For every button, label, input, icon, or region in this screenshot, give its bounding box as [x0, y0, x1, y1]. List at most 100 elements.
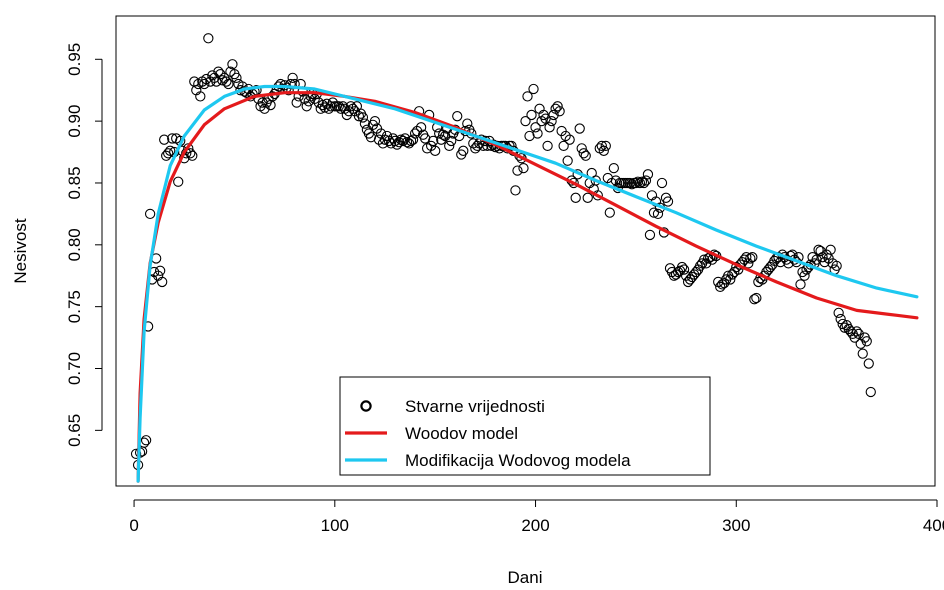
data-point: [741, 252, 752, 263]
data-point: [144, 208, 156, 220]
data-point: [582, 192, 593, 203]
data-point: [458, 145, 469, 156]
data-point: [749, 294, 760, 305]
y-tick-label: 0.85: [65, 166, 84, 199]
data-point: [676, 261, 688, 273]
data-point: [600, 140, 611, 152]
data-point: [652, 208, 664, 220]
data-point: [640, 175, 652, 186]
data-point: [592, 190, 603, 201]
model-lines: [136, 84, 919, 483]
series-line: [136, 84, 919, 483]
data-point: [596, 140, 607, 152]
data-point: [357, 112, 369, 123]
data-point: [839, 322, 850, 333]
data-point: [656, 177, 668, 189]
data-point: [709, 249, 720, 260]
x-tick-label: 0: [129, 516, 138, 535]
data-point: [446, 135, 457, 147]
data-point: [140, 435, 152, 446]
data-point: [359, 118, 371, 129]
data-point: [678, 264, 690, 275]
data-point: [857, 348, 868, 359]
data-point: [598, 145, 609, 156]
data-point: [195, 91, 206, 102]
series-line: [136, 91, 919, 483]
legend-box: [339, 376, 711, 476]
legend-label: Woodov model: [405, 424, 518, 443]
data-point: [558, 140, 569, 152]
legend-label: Stvarne vrijednosti: [405, 397, 545, 416]
y-tick-label: 0.75: [65, 290, 84, 323]
data-point: [428, 135, 439, 147]
data-point: [227, 59, 238, 70]
data-point: [578, 148, 589, 159]
data-point: [662, 196, 674, 207]
data-point: [223, 78, 234, 90]
data-point: [546, 115, 557, 127]
data-point: [544, 122, 555, 133]
data-point: [865, 386, 876, 398]
data-point: [173, 176, 184, 187]
data-point: [444, 140, 455, 152]
data-point: [155, 265, 166, 276]
data-point: [165, 145, 176, 156]
y-tick-label: 0.80: [65, 228, 84, 261]
data-point: [554, 106, 565, 117]
data-point: [159, 134, 170, 145]
data-point: [632, 176, 644, 187]
data-point: [604, 207, 615, 218]
data-point: [462, 118, 473, 129]
data-point: [833, 307, 844, 318]
data-point: [317, 99, 328, 111]
data-point: [638, 177, 650, 189]
data-point: [353, 111, 365, 122]
data-point: [831, 260, 842, 271]
data-point: [542, 140, 553, 152]
data-point: [851, 326, 862, 337]
plot-frame: [115, 15, 936, 487]
data-point: [217, 75, 228, 86]
data-point: [203, 33, 214, 44]
data-point: [434, 128, 445, 139]
data-point: [524, 130, 535, 142]
legend-label: Modifikacija Wodovog modela: [405, 451, 631, 470]
y-tick-label: 0.90: [65, 105, 84, 138]
data-point: [552, 101, 563, 112]
data-point: [634, 177, 646, 189]
y-tick-label: 0.65: [65, 414, 84, 447]
data-point: [568, 177, 579, 189]
x-tick-label: 100: [321, 516, 349, 535]
y-tick-label: 0.95: [65, 43, 84, 76]
data-point: [835, 313, 846, 325]
data-point: [642, 169, 654, 180]
x-axis: 0 100 200 300 400: [129, 499, 944, 535]
y-axis-label: Nesivost: [11, 218, 30, 283]
data-point: [644, 229, 656, 241]
data-point: [548, 109, 559, 121]
data-point: [863, 358, 874, 369]
data-point: [799, 270, 810, 281]
data-point: [703, 253, 714, 264]
data-point: [221, 76, 232, 87]
data-point: [231, 72, 242, 83]
data-point: [401, 137, 413, 148]
data-point: [333, 101, 344, 112]
data-point: [199, 78, 210, 90]
data-point: [528, 83, 539, 95]
data-point: [512, 165, 523, 176]
data-point: [626, 179, 638, 190]
data-point: [532, 128, 543, 139]
data-point: [257, 97, 268, 108]
data-point: [861, 336, 872, 347]
data-point: [526, 109, 537, 121]
data-point: [259, 103, 270, 114]
data-point: [365, 132, 377, 143]
data-point: [287, 72, 298, 83]
data-point: [415, 122, 427, 133]
y-tick-label: 0.70: [65, 352, 84, 385]
data-point: [185, 148, 196, 159]
data-point: [751, 292, 762, 304]
data-point: [747, 252, 758, 263]
legend-marker: [360, 400, 372, 412]
